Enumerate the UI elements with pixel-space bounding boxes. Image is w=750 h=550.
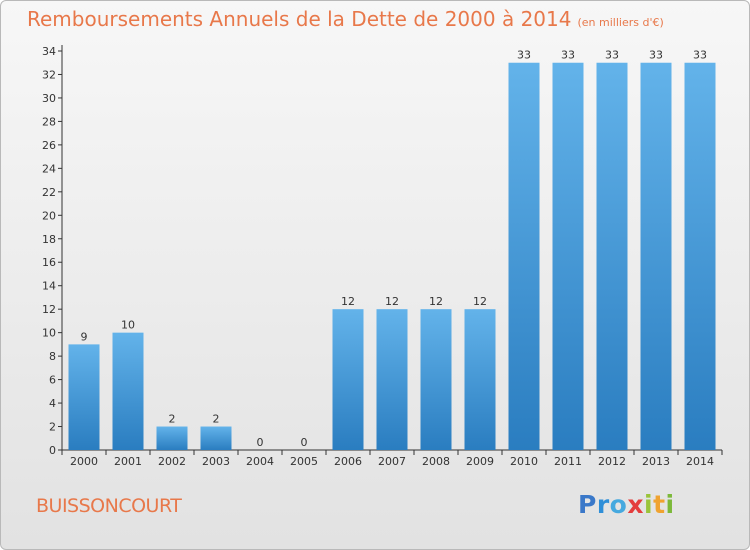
bar <box>640 62 672 451</box>
label-layer: 2000 9 2001 10 2002 2 2003 2 2004 0 2005 0 2006 12 200… <box>70 49 714 468</box>
x-tick-label: 2014 <box>686 455 714 468</box>
x-tick-label: 2013 <box>642 455 670 468</box>
y-tick-label: 30 <box>42 92 56 105</box>
x-tick-label: 2003 <box>202 455 230 468</box>
bar-value-label: 33 <box>649 49 663 62</box>
x-tick-label: 2004 <box>246 455 274 468</box>
y-tick-label: 28 <box>42 115 56 128</box>
bar <box>156 426 188 450</box>
x-tick-label: 2001 <box>114 455 142 468</box>
y-tick-label: 22 <box>42 186 56 199</box>
y-tick-label: 8 <box>49 350 56 363</box>
bar-value-label: 12 <box>473 295 487 308</box>
bar-value-label: 2 <box>213 413 220 426</box>
bar-value-label: 33 <box>561 49 575 62</box>
commune-name: BUISSONCOURT <box>36 495 182 517</box>
bar-layer <box>68 62 716 451</box>
chart-unit: (en milliers d'€) <box>577 16 664 29</box>
bar <box>200 426 232 450</box>
x-tick-label: 2012 <box>598 455 626 468</box>
chart-title: Remboursements Annuels de la Dette de 20… <box>27 7 664 31</box>
x-tick-label: 2006 <box>334 455 362 468</box>
bar <box>332 309 364 450</box>
y-tick-label: 14 <box>42 280 56 293</box>
bar <box>420 309 452 450</box>
y-tick-label: 0 <box>49 444 56 457</box>
bar-value-label: 12 <box>385 295 399 308</box>
bar <box>508 62 540 451</box>
bar <box>376 309 408 450</box>
x-tick-label: 2008 <box>422 455 450 468</box>
y-tick-label: 12 <box>42 303 56 316</box>
y-tick-label: 26 <box>42 139 56 152</box>
bar-value-label: 2 <box>169 413 176 426</box>
y-tick-label: 18 <box>42 233 56 246</box>
bar <box>68 344 100 450</box>
bar-value-label: 33 <box>605 49 619 62</box>
y-tick-label: 20 <box>42 209 56 222</box>
x-tick-label: 2007 <box>378 455 406 468</box>
chart-title-text: Remboursements Annuels de la Dette de 20… <box>27 7 572 31</box>
bar-value-label: 33 <box>693 49 707 62</box>
bar <box>684 62 716 451</box>
x-tick-label: 2002 <box>158 455 186 468</box>
bar-value-label: 10 <box>121 319 135 332</box>
bar <box>552 62 584 451</box>
y-tick-label: 4 <box>49 397 56 410</box>
bar-value-label: 0 <box>257 436 264 449</box>
y-tick-label: 10 <box>42 327 56 340</box>
bar-value-label: 0 <box>301 436 308 449</box>
bar <box>112 332 144 450</box>
x-tick-label: 2005 <box>290 455 318 468</box>
x-tick-label: 2009 <box>466 455 494 468</box>
y-tick-label: 2 <box>49 421 56 434</box>
bar-value-label: 12 <box>341 295 355 308</box>
y-tick-label: 24 <box>42 162 56 175</box>
x-tick-label: 2011 <box>554 455 582 468</box>
y-tick-label: 6 <box>49 374 56 387</box>
bar-value-label: 33 <box>517 49 531 62</box>
y-tick-label: 16 <box>42 256 56 269</box>
bar <box>596 62 628 451</box>
y-tick-label: 32 <box>42 68 56 81</box>
x-tick-label: 2010 <box>510 455 538 468</box>
bar-value-label: 12 <box>429 295 443 308</box>
bar-value-label: 9 <box>81 330 88 343</box>
y-tick-label: 34 <box>42 45 56 58</box>
bar <box>464 309 496 450</box>
proxiti-logo: Proxiti <box>578 490 675 519</box>
x-tick-label: 2000 <box>70 455 98 468</box>
